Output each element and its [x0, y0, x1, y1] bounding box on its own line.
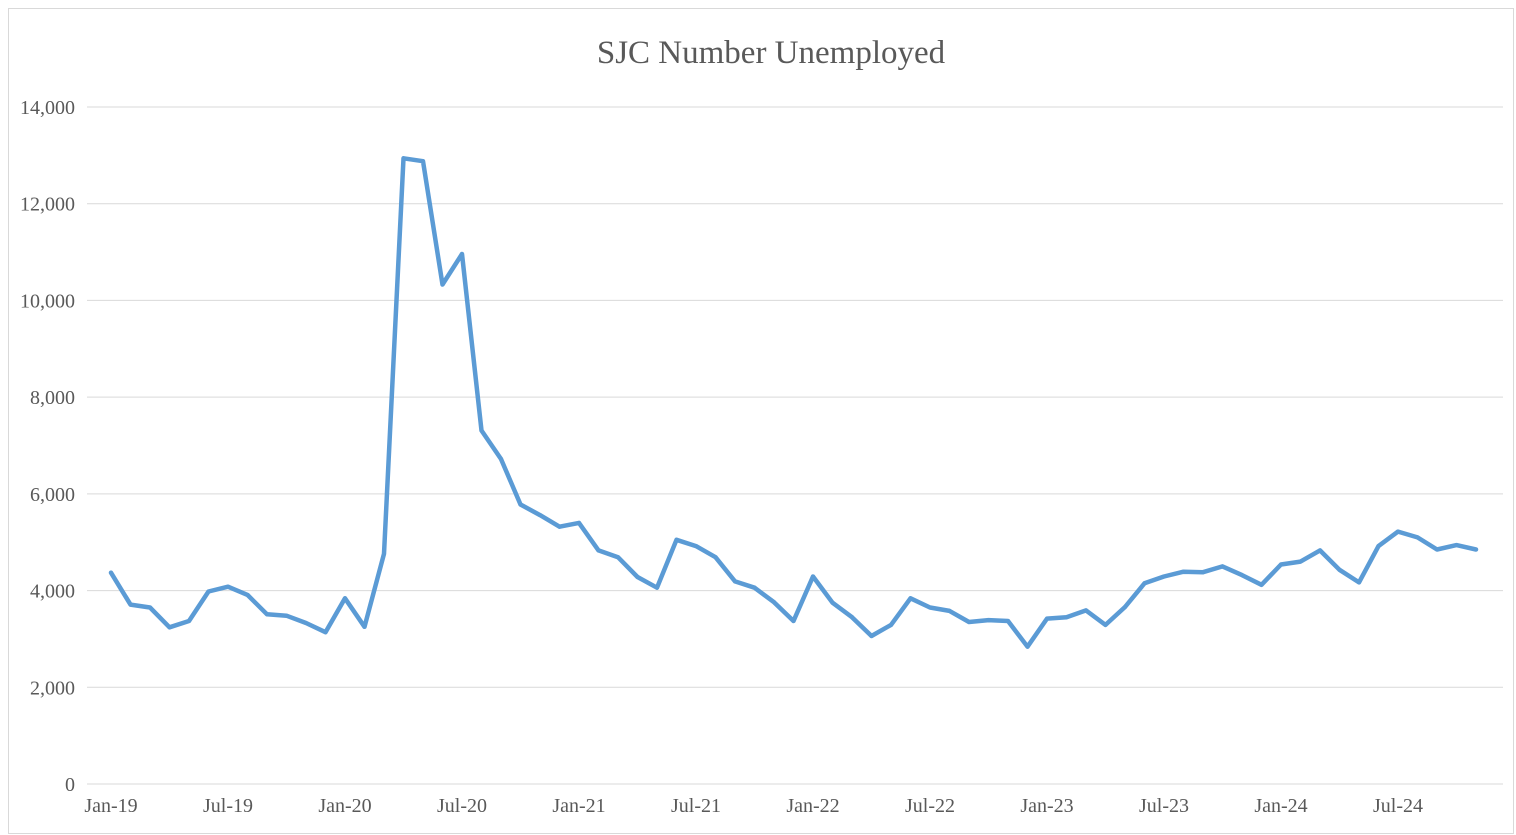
- data-point: [1318, 548, 1322, 553]
- data-point: [908, 596, 913, 601]
- data-point: [499, 457, 503, 462]
- data-point: [1123, 605, 1127, 610]
- data-point: [460, 252, 464, 257]
- gridlines: [87, 106, 1503, 785]
- data-point: [1045, 616, 1049, 621]
- data-point: [1201, 570, 1205, 575]
- data-point: [889, 622, 893, 627]
- x-tick-label: Jan-20: [318, 795, 371, 817]
- data-point: [967, 620, 971, 625]
- data-point: [1454, 543, 1459, 548]
- data-point: [791, 619, 796, 624]
- x-axis-ticks: Jan-19 Jul-19 Jan-20 Jul-20 Jan-21 Jul-21 Jan-…: [84, 795, 1423, 817]
- data-point: [1396, 529, 1400, 534]
- data-point: [1103, 622, 1108, 627]
- chart-svg: SJC Number Unemployed 0 2,000 4,000 6,000 8,…: [20, 35, 1503, 817]
- x-tick-label: Jan-24: [1254, 795, 1307, 817]
- data-point: [1376, 544, 1381, 549]
- data-point: [148, 605, 152, 610]
- data-point: [226, 584, 230, 589]
- x-tick-label: Jul-21: [671, 795, 721, 817]
- y-tick-label: 6,000: [30, 484, 75, 506]
- data-point: [869, 634, 874, 639]
- data-point: [128, 602, 133, 607]
- data-point: [1006, 619, 1010, 624]
- data-point: [538, 513, 542, 518]
- series-layer: [108, 156, 1479, 649]
- data-point: [401, 156, 406, 161]
- data-point: [1259, 582, 1264, 587]
- data-point: [986, 618, 991, 623]
- x-tick-label: Jul-20: [437, 795, 487, 817]
- y-tick-label: 14,000: [20, 97, 75, 119]
- data-point: [635, 575, 640, 580]
- x-tick-label: Jan-21: [552, 795, 605, 817]
- data-point: [1240, 573, 1244, 578]
- data-point: [655, 585, 659, 590]
- data-point: [362, 624, 367, 629]
- data-point: [440, 282, 445, 287]
- chart-title: SJC Number Unemployed: [597, 35, 946, 71]
- data-point: [1162, 574, 1166, 579]
- data-point: [323, 630, 328, 635]
- data-point: [811, 574, 815, 579]
- x-tick-label: Jul-22: [905, 795, 955, 817]
- data-point: [167, 625, 172, 630]
- x-tick-label: Jan-22: [786, 795, 839, 817]
- data-point: [596, 548, 601, 553]
- data-point: [1415, 535, 1420, 540]
- data-point: [1298, 559, 1303, 564]
- data-point: [674, 537, 679, 542]
- y-tick-label: 0: [65, 774, 75, 796]
- data-point: [752, 585, 757, 590]
- x-tick-label: Jan-23: [1020, 795, 1073, 817]
- data-point: [1084, 608, 1088, 613]
- data-point: [265, 612, 269, 617]
- data-point: [479, 428, 484, 433]
- data-point: [616, 555, 620, 560]
- data-point: [245, 592, 250, 597]
- chart-frame: SJC Number Unemployed 0 2,000 4,000 6,000 8,…: [8, 8, 1514, 834]
- data-point: [1279, 562, 1283, 567]
- data-point: [850, 615, 854, 620]
- data-point: [1064, 615, 1069, 620]
- data-point: [772, 600, 776, 605]
- data-point: [1220, 564, 1225, 569]
- data-point: [518, 502, 523, 507]
- data-point: [577, 520, 581, 525]
- data-point: [830, 600, 835, 605]
- y-tick-label: 10,000: [20, 290, 75, 312]
- x-tick-label: Jul-19: [203, 795, 253, 817]
- y-tick-label: 12,000: [20, 194, 75, 216]
- y-tick-label: 8,000: [30, 387, 75, 409]
- data-point: [206, 589, 211, 594]
- data-point: [557, 524, 562, 529]
- data-point: [382, 551, 386, 556]
- data-point: [947, 608, 952, 613]
- data-point: [304, 620, 308, 625]
- data-point: [1142, 581, 1147, 586]
- data-point: [1474, 547, 1478, 552]
- data-point: [1181, 569, 1186, 574]
- x-tick-label: Jul-24: [1373, 795, 1423, 817]
- x-tick-label: Jan-19: [84, 795, 137, 817]
- data-point: [284, 613, 289, 618]
- data-point: [928, 605, 932, 610]
- data-point: [1025, 644, 1030, 649]
- y-tick-label: 4,000: [30, 581, 75, 603]
- y-axis-ticks: 0 2,000 4,000 6,000 8,000 10,000 12,000 14,000: [20, 97, 75, 796]
- data-point: [713, 555, 718, 560]
- series-line: [108, 156, 1479, 649]
- data-point: [1337, 567, 1342, 572]
- y-tick-label: 2,000: [30, 677, 75, 699]
- data-point: [343, 596, 347, 601]
- data-point: [109, 570, 113, 575]
- data-point: [1357, 580, 1361, 585]
- data-point: [694, 544, 698, 549]
- data-point: [733, 579, 737, 584]
- data-point: [1435, 547, 1439, 552]
- data-point: [187, 619, 191, 624]
- data-point: [421, 159, 425, 164]
- x-tick-label: Jul-23: [1139, 795, 1189, 817]
